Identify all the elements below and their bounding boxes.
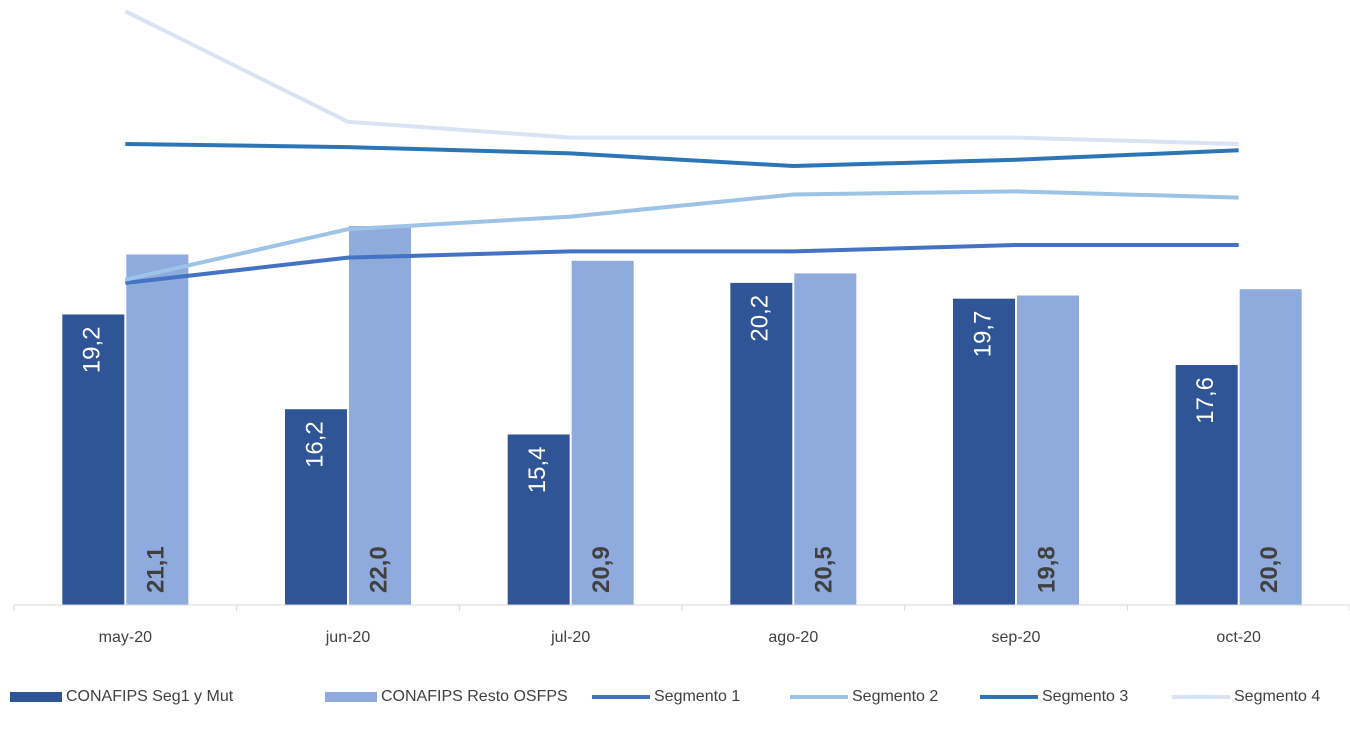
bar xyxy=(349,226,411,606)
legend-label: Segmento 2 xyxy=(852,688,938,705)
bar xyxy=(794,273,857,605)
legend-label: Segmento 3 xyxy=(1042,688,1128,705)
value-label: 17,6 xyxy=(1192,377,1219,424)
bar xyxy=(953,298,1015,605)
value-label: 19,8 xyxy=(1033,546,1060,593)
value-label: 20,0 xyxy=(1256,546,1283,593)
value-label: 20,9 xyxy=(588,546,615,593)
legend-label: CONAFIPS Resto OSFPS xyxy=(381,688,568,705)
x-tick-label: oct-20 xyxy=(1216,629,1261,646)
line xyxy=(124,9,1239,146)
x-tick-label: sep-20 xyxy=(992,629,1041,646)
line xyxy=(125,141,1239,169)
bar xyxy=(571,260,634,605)
value-label: 20,2 xyxy=(747,295,774,342)
value-label: 15,4 xyxy=(524,446,551,493)
legend-label: Segmento 4 xyxy=(1234,688,1320,705)
legend-label: CONAFIPS Seg1 y Mut xyxy=(66,688,234,705)
bar xyxy=(62,314,125,605)
x-tick-label: may-20 xyxy=(99,629,152,646)
value-label: 19,2 xyxy=(79,326,106,373)
bar xyxy=(126,254,189,605)
line xyxy=(124,189,1239,282)
bar xyxy=(1175,365,1238,605)
bar xyxy=(1017,295,1079,605)
legend-swatch xyxy=(325,692,377,702)
value-label: 16,2 xyxy=(301,421,328,468)
value-label: 22,0 xyxy=(365,546,392,593)
bar xyxy=(1239,289,1302,605)
x-tick-label: ago-20 xyxy=(768,629,818,646)
x-tick-label: jul-20 xyxy=(550,629,590,646)
x-tick-label: jun-20 xyxy=(325,629,371,646)
bar xyxy=(507,434,570,605)
legend-label: Segmento 1 xyxy=(654,688,740,705)
value-label: 21,1 xyxy=(143,546,170,593)
bar xyxy=(730,282,793,605)
value-label: 20,5 xyxy=(811,546,838,593)
line xyxy=(125,243,1239,285)
value-label: 19,7 xyxy=(969,311,996,358)
legend-swatch xyxy=(10,692,62,702)
bar xyxy=(285,409,347,605)
